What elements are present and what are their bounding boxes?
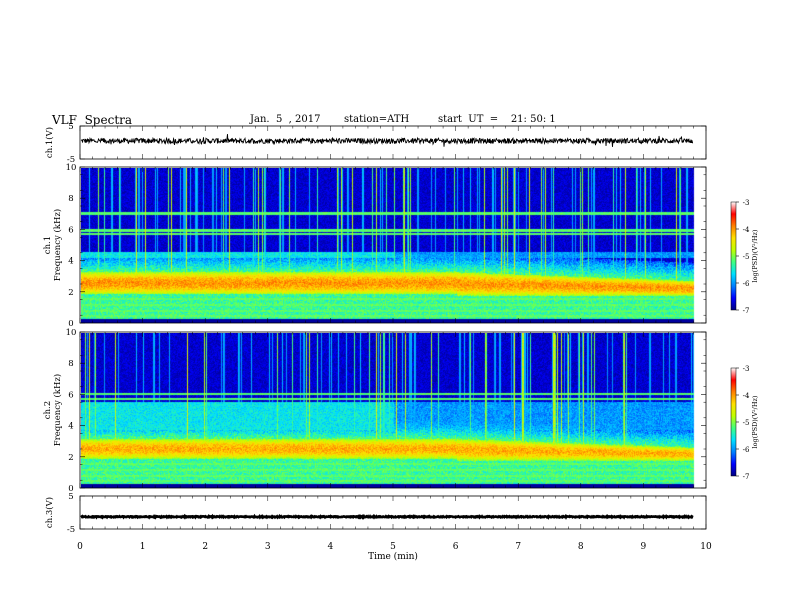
ch2-spectrogram-image bbox=[81, 333, 706, 488]
y-tick-label: 2 bbox=[68, 453, 73, 463]
colorbar-tick-label: -5 bbox=[743, 253, 750, 261]
x-tick-label: 10 bbox=[700, 542, 712, 552]
ch3-waveform-trace bbox=[80, 513, 694, 520]
ch-0-ylabel: ch.1(V) bbox=[44, 127, 55, 158]
colorbar-tick-label: -3 bbox=[743, 365, 750, 373]
ch-2-ylabel-line2: Frequency (kHz) bbox=[52, 374, 63, 446]
y-tick-label: 4 bbox=[68, 422, 73, 432]
colorbar-tick-label: -4 bbox=[743, 226, 750, 234]
y-tick-label: 8 bbox=[68, 359, 73, 369]
x-tick-label: 0 bbox=[77, 542, 83, 552]
station-label: station=ATH bbox=[344, 114, 410, 125]
colorbar-tick-label: -7 bbox=[743, 473, 750, 481]
x-tick-label: 6 bbox=[453, 542, 459, 552]
x-tick-label: 1 bbox=[140, 542, 146, 552]
colorbar-tick-label: -6 bbox=[743, 280, 750, 288]
y-tick-label: 6 bbox=[68, 225, 73, 235]
ch1-spectrogram-image bbox=[81, 168, 706, 323]
colorbar-tick-label: -7 bbox=[743, 307, 750, 315]
colorbar-label: log(PSD)(V²/Hz) bbox=[751, 395, 759, 448]
x-tick-label: 4 bbox=[328, 542, 334, 552]
x-tick-label: 3 bbox=[265, 542, 271, 552]
start-time-label: start UT = 21: 50: 1 bbox=[438, 114, 556, 125]
y-tick-label: 10 bbox=[66, 328, 77, 338]
y-tick-label: 5 bbox=[68, 122, 73, 132]
y-tick-label: 6 bbox=[68, 390, 73, 400]
y-tick-label: 8 bbox=[68, 194, 73, 204]
x-tick-label: 5 bbox=[390, 542, 396, 552]
colorbar-tick-label: -4 bbox=[743, 392, 750, 400]
ch-2-ylabel-line1: ch.2 bbox=[43, 401, 53, 419]
date-label: Jan. 5 , 2017 bbox=[250, 114, 321, 125]
colorbar-tick-label: -5 bbox=[743, 419, 750, 427]
x-tick-label: 9 bbox=[641, 542, 647, 552]
y-tick-label: 4 bbox=[68, 257, 73, 267]
colorbar-label: log(PSD)(V²/Hz) bbox=[751, 229, 759, 282]
ch1-colorbar bbox=[730, 201, 737, 311]
ch-1-ylabel-line1: ch.1 bbox=[43, 236, 53, 254]
y-tick-label: 5 bbox=[68, 492, 73, 502]
ch2-colorbar bbox=[730, 367, 737, 477]
plot-title: VLF Spectra bbox=[52, 113, 133, 127]
x-tick-label: 7 bbox=[515, 542, 521, 552]
x-tick-label: 8 bbox=[578, 542, 584, 552]
ch1-waveform-trace bbox=[80, 134, 694, 147]
y-tick-label: 0 bbox=[68, 484, 73, 494]
y-tick-label: -5 bbox=[67, 155, 75, 165]
colorbar-tick-label: -6 bbox=[743, 446, 750, 454]
x-axis-label: Time (min) bbox=[368, 551, 418, 562]
colorbar-tick-label: -3 bbox=[743, 199, 750, 207]
y-tick-label: 0 bbox=[68, 319, 73, 329]
y-tick-label: 2 bbox=[68, 288, 73, 298]
ch-3-ylabel: ch.3(V) bbox=[44, 497, 55, 528]
y-tick-label: 10 bbox=[66, 163, 77, 173]
y-tick-label: -5 bbox=[67, 525, 75, 535]
ch-1-ylabel-line2: Frequency (kHz) bbox=[52, 209, 63, 281]
x-tick-label: 2 bbox=[202, 542, 208, 552]
